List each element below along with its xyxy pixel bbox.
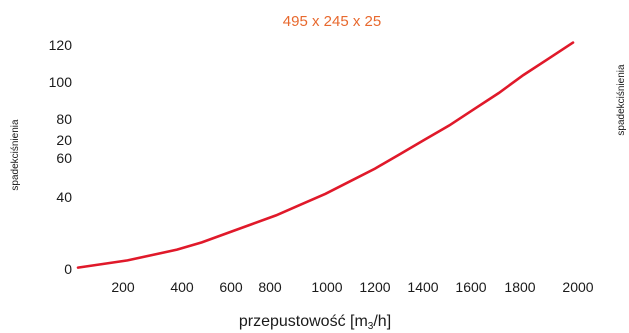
y-tick-label: 0	[64, 261, 72, 277]
x-tick-label: 1600	[455, 279, 486, 295]
series-line	[76, 41, 575, 269]
x-tick-labels: 200 400 600 800 1000 1200 1400 1600 1800 2000	[111, 279, 593, 295]
x-tick-label: 200	[111, 279, 135, 295]
y-axis-label-left: spadekciśnienia	[10, 119, 21, 191]
y-tick-label: 120	[49, 37, 73, 53]
x-tick-label: 800	[258, 279, 282, 295]
chart-title: 495 x 245 x 25	[283, 13, 381, 30]
x-axis-label-main: przepustowość [m	[239, 313, 368, 330]
y-tick-label: 100	[49, 74, 73, 90]
x-tick-label: 600	[219, 279, 243, 295]
y-axis-label-right: spadekciśnienia	[616, 64, 627, 136]
series-lines	[76, 41, 575, 269]
y-tick-label: 80	[56, 111, 72, 127]
x-tick-label: 2000	[562, 279, 593, 295]
x-axis-label-sub: 3	[368, 321, 374, 332]
x-axis-label: przepustowość [m3/h]	[239, 313, 391, 332]
x-tick-label: 1000	[311, 279, 342, 295]
y-tick-labels: 120 100 80 20 60 40 0	[49, 37, 73, 277]
x-tick-label: 400	[170, 279, 194, 295]
y-tick-label: 20	[56, 132, 72, 148]
x-tick-label: 1800	[504, 279, 535, 295]
y-tick-label: 60	[56, 150, 72, 166]
x-tick-label: 1200	[359, 279, 390, 295]
x-tick-label: 1400	[407, 279, 438, 295]
y-tick-label: 40	[56, 189, 72, 205]
x-axis-label-tail: /h]	[373, 313, 391, 330]
